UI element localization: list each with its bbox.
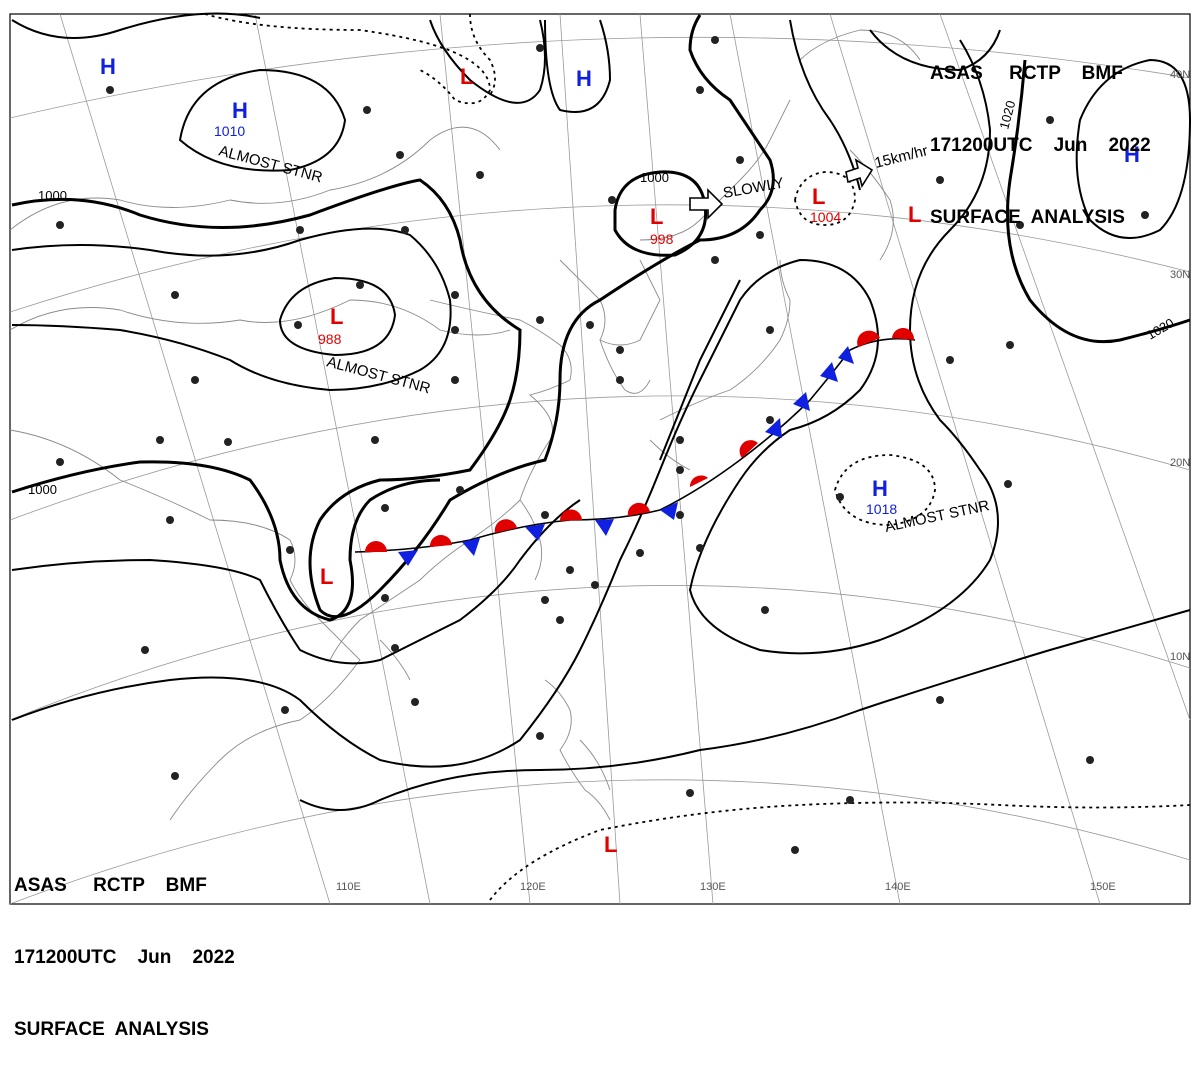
h-mongolia-symbol: H bbox=[232, 98, 248, 123]
isobar-west-1 bbox=[11, 227, 452, 392]
h-manchuria-symbol: H bbox=[576, 66, 592, 91]
l-korea-note: SLOWLY bbox=[722, 175, 785, 202]
isobar-japan-arc bbox=[789, 19, 861, 191]
isobar-far-east bbox=[869, 29, 1001, 72]
isobar-far-south bbox=[299, 609, 1191, 811]
isobar-1000-south bbox=[11, 460, 441, 622]
header-top-line1: ASAS RCTP BMF bbox=[930, 63, 1123, 84]
l-japan-sea-symbol: L bbox=[812, 184, 825, 209]
arrow-15kmhr bbox=[845, 158, 874, 189]
l-tibet-symbol: L bbox=[330, 304, 343, 329]
isobar-south-broad bbox=[11, 39, 999, 768]
header-bottom-line2: 171200UTC Jun 2022 bbox=[14, 947, 235, 968]
isobar-label-1020-a: 1020 bbox=[996, 99, 1018, 131]
h-nw-symbol: H bbox=[100, 54, 116, 79]
isobar-manchuria bbox=[544, 19, 612, 113]
frontal-system bbox=[354, 327, 916, 566]
lon-label-150e: 150E bbox=[1090, 881, 1116, 893]
isobar-label-1020-b: 1020 bbox=[1144, 315, 1177, 342]
header-bottom-line1: ASAS RCTP BMF bbox=[14, 875, 207, 896]
lon-label-130e: 130E bbox=[700, 881, 726, 893]
isobar-label-1000-b: 1000 bbox=[640, 170, 669, 185]
header-top-line2: 171200UTC Jun 2022 bbox=[930, 135, 1151, 156]
lon-label-120e: 120E bbox=[520, 881, 546, 893]
isobar-1000-main bbox=[11, 14, 775, 619]
movement-arrows bbox=[689, 158, 874, 220]
longitude-labels: 110E 120E 130E 140E 150E bbox=[336, 881, 1116, 893]
h-pacific-pressure: 1018 bbox=[866, 501, 897, 517]
h-mongolia-pressure: 1010 bbox=[214, 123, 245, 139]
isobar-mongolia-high bbox=[178, 68, 347, 172]
h-pacific-symbol: H bbox=[872, 476, 888, 501]
l-japan-sea-pressure: 1004 bbox=[810, 209, 841, 225]
dashed-north-l bbox=[204, 13, 491, 105]
isobar-east-1020 bbox=[1006, 59, 1191, 344]
station-plots bbox=[56, 36, 1149, 854]
dashed-isobars bbox=[204, 13, 1191, 901]
isobar-north-l bbox=[429, 19, 546, 104]
lon-label-110e: 110E bbox=[336, 881, 361, 893]
isobar-label-1000-a: 1000 bbox=[38, 188, 67, 203]
dashed-south bbox=[489, 801, 1191, 901]
isobar-label-1000-c: 1000 bbox=[28, 482, 57, 497]
graticule bbox=[9, 13, 1191, 905]
dashed-north-l2 bbox=[469, 13, 496, 96]
warm-front-marks bbox=[365, 327, 915, 552]
isobar-tibet-low bbox=[278, 276, 397, 357]
l-japan-sea-note: 15km/hr bbox=[873, 142, 930, 172]
l-korea-pressure: 998 bbox=[650, 231, 674, 247]
lat-label-10n: 10N bbox=[1170, 651, 1190, 663]
l-philippines-symbol: L bbox=[604, 832, 617, 857]
lat-label-40n: 40N bbox=[1170, 69, 1190, 81]
coastlines bbox=[9, 29, 921, 821]
arrow-slowly bbox=[689, 188, 724, 220]
header-bottom: ASAS RCTP BMF 171200UTC Jun 2022 SURFACE… bbox=[14, 826, 235, 1066]
dashed-pacific-high bbox=[834, 454, 936, 526]
isobar-pacific-low bbox=[659, 279, 741, 461]
cold-front-marks bbox=[398, 346, 854, 566]
isobar-north-arc bbox=[11, 12, 261, 39]
h-east-symbol: H bbox=[1124, 142, 1140, 167]
l-korea-symbol: L bbox=[650, 204, 663, 229]
l-east-symbol: L bbox=[908, 202, 921, 227]
header-top: ASAS RCTP BMF 171200UTC Jun 2022 SURFACE… bbox=[930, 14, 1151, 254]
weather-map: 40N 30N 20N 10N 110E 120E 130E 140E 150E… bbox=[9, 12, 1192, 905]
lat-label-20n: 20N bbox=[1170, 457, 1190, 469]
header-bottom-line3: SURFACE ANALYSIS bbox=[14, 1019, 209, 1040]
l-south-china-symbol: L bbox=[320, 564, 333, 589]
dashed-japan-sea-low bbox=[794, 171, 856, 226]
header-top-line3: SURFACE ANALYSIS bbox=[930, 207, 1125, 228]
l-north-symbol: L bbox=[460, 64, 473, 89]
isobar-west-2 bbox=[11, 499, 581, 665]
isobar-east-high bbox=[1075, 58, 1192, 239]
map-frame bbox=[9, 13, 1191, 905]
lat-label-30n: 30N bbox=[1170, 269, 1190, 281]
h-pacific-note: ALMOST STNR bbox=[883, 497, 991, 536]
lon-label-140e: 140E bbox=[885, 881, 911, 893]
l-tibet-note: ALMOST STNR bbox=[325, 353, 432, 397]
latitude-labels: 40N 30N 20N 10N bbox=[1170, 69, 1190, 663]
isobars bbox=[11, 12, 1192, 811]
l-tibet-pressure: 988 bbox=[318, 331, 342, 347]
